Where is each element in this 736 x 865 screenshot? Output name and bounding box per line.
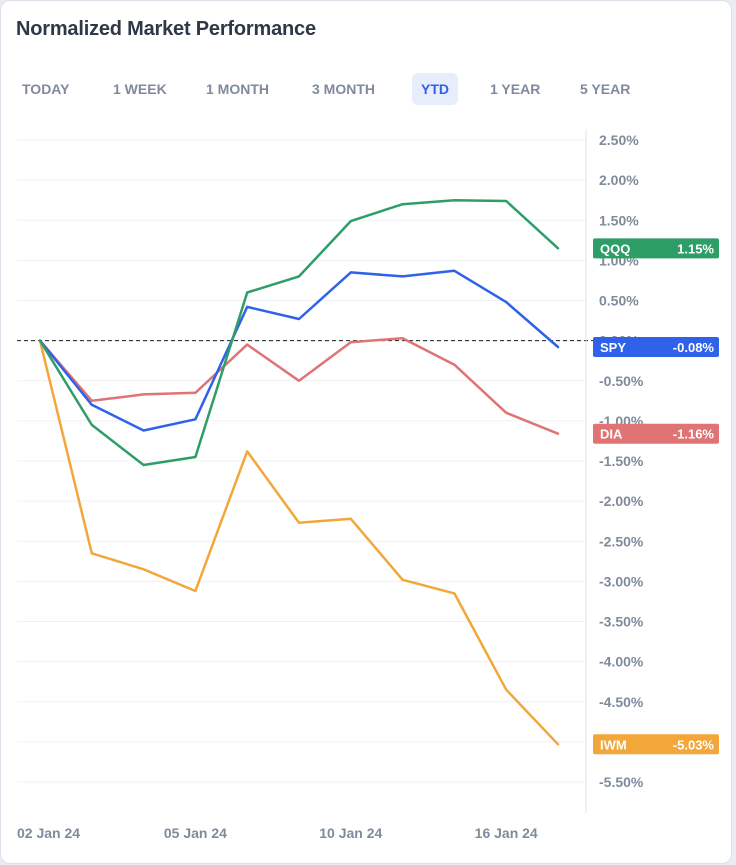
y-tick-label: 0.50% [599, 293, 639, 309]
tab-1-month[interactable]: 1 MONTH [206, 81, 269, 97]
end-badge-spy: SPY -0.08% [593, 337, 719, 358]
x-tick-label: 16 Jan 24 [475, 825, 538, 841]
series-line-dia [38, 336, 560, 435]
badge-value: -5.03% [673, 737, 715, 752]
y-tick-label: -2.50% [599, 533, 644, 549]
y-tick-labels: 2.50%2.00%1.50%1.00%0.50%0.00%-0.50%-1.0… [599, 132, 644, 790]
x-tick-labels: 02 Jan 24 05 Jan 24 10 Jan 24 16 Jan 24 [17, 825, 538, 841]
tab-ytd[interactable]: YTD [412, 73, 458, 105]
badge-background [593, 337, 719, 358]
y-tick-label: -4.00% [599, 654, 644, 670]
end-badge-qqq: QQQ 1.15% [593, 238, 719, 259]
badge-background [593, 238, 719, 259]
y-tick-label: 2.50% [599, 132, 639, 148]
series-line-iwm [38, 339, 560, 746]
y-tick-label: -4.50% [599, 694, 644, 710]
series-line-qqq [38, 198, 560, 467]
badge-value: 1.15% [677, 241, 714, 256]
tab-1-week[interactable]: 1 WEEK [113, 81, 167, 97]
series-lines [38, 198, 560, 746]
badge-value: -0.08% [673, 340, 715, 355]
x-tick-label: 05 Jan 24 [164, 825, 227, 841]
y-tick-label: -2.00% [599, 493, 644, 509]
badge-series-name: DIA [600, 427, 623, 442]
y-tick-label: 2.00% [599, 172, 639, 188]
y-tick-label: -5.50% [599, 774, 644, 790]
y-tick-label: -3.00% [599, 573, 644, 589]
series-end-badges: QQQ 1.15% SPY -0.08% DIA -1.16% IWM -5.03% [593, 238, 719, 755]
badge-series-name: IWM [600, 737, 627, 752]
badge-value: -1.16% [673, 427, 715, 442]
grid-lines [17, 139, 586, 783]
badge-background [593, 734, 719, 755]
y-tick-label: -0.50% [599, 373, 644, 389]
tab-today[interactable]: TODAY [22, 81, 70, 97]
badge-background [593, 423, 719, 444]
x-tick-label: 02 Jan 24 [17, 825, 80, 841]
chart-title: Normalized Market Performance [16, 18, 316, 40]
badge-series-name: SPY [600, 340, 626, 355]
badge-series-name: QQQ [600, 241, 630, 256]
tab-3-month[interactable]: 3 MONTH [312, 81, 375, 97]
y-tick-label: -3.50% [599, 614, 644, 630]
y-tick-label: 1.50% [599, 212, 639, 228]
x-tick-label: 10 Jan 24 [319, 825, 382, 841]
tab-1-year[interactable]: 1 YEAR [490, 81, 541, 97]
tab-5-year[interactable]: 5 YEAR [580, 81, 631, 97]
y-tick-label: -1.50% [599, 453, 644, 469]
end-badge-iwm: IWM -5.03% [593, 734, 719, 755]
series-line-spy [38, 269, 560, 432]
end-badge-dia: DIA -1.16% [593, 423, 719, 444]
